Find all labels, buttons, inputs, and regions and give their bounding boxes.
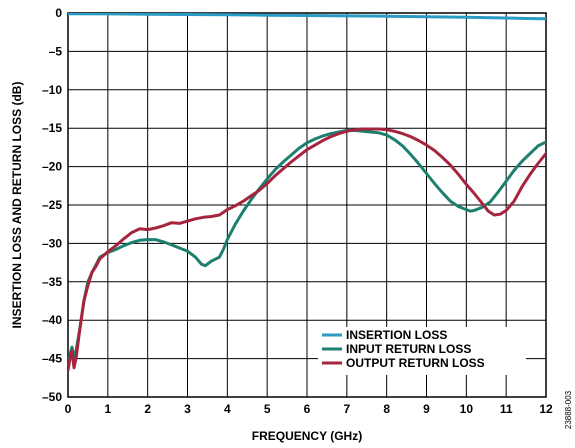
x-tick-label: 1: [104, 402, 111, 416]
series-line-input-return-loss: [68, 129, 546, 368]
plot-frame: [67, 12, 547, 398]
y-tick-label: –20: [42, 160, 62, 174]
legend-background: [318, 327, 526, 375]
legend-label-insertion-loss: INSERTION LOSS: [346, 328, 447, 342]
x-tick-label: 7: [343, 402, 350, 416]
figure-id: 23888-003: [564, 390, 573, 429]
x-tick-label: 2: [144, 402, 151, 416]
y-tick-label: –35: [42, 275, 62, 289]
x-tick-label: 9: [423, 402, 430, 416]
x-tick-label: 8: [383, 402, 390, 416]
series-line-output-return-loss: [68, 127, 546, 372]
y-axis-title: INSERTION LOSS AND RETURN LOSS (dB): [10, 82, 24, 329]
x-tick-label: 6: [304, 402, 311, 416]
y-tick-label: –45: [42, 352, 62, 366]
x-axis-title: FREQUENCY (GHz): [252, 429, 362, 443]
legend-label-output-return-loss: OUTPUT RETURN LOSS: [346, 356, 485, 370]
x-tick-label: 0: [65, 402, 72, 416]
grid: [68, 13, 546, 397]
y-tick-label: –30: [42, 236, 62, 250]
x-tick-label: 10: [460, 402, 474, 416]
y-tick-label: 0: [55, 6, 62, 20]
legend-label-input-return-loss: INPUT RETURN LOSS: [346, 342, 471, 356]
x-tick-label: 11: [500, 402, 513, 416]
y-tick-label: –50: [42, 390, 62, 404]
series-line-insertion-loss: [68, 13, 546, 21]
y-tick-label: –15: [42, 121, 62, 135]
y-tick-label: –40: [42, 313, 62, 327]
x-tick-label: 4: [224, 402, 231, 416]
y-tick-label: –5: [49, 44, 63, 58]
y-tick-label: –25: [42, 198, 62, 212]
x-tick-label: 3: [184, 402, 191, 416]
series-lines: [68, 13, 546, 372]
x-tick-label: 12: [539, 402, 553, 416]
tick-labels: 0 1 2 3 4 5 6 7 8 9 10 11 120–5–10–15–20–25–30–35–40…: [42, 6, 553, 416]
x-tick-label: 5: [264, 402, 271, 416]
y-tick-label: –10: [42, 83, 62, 97]
